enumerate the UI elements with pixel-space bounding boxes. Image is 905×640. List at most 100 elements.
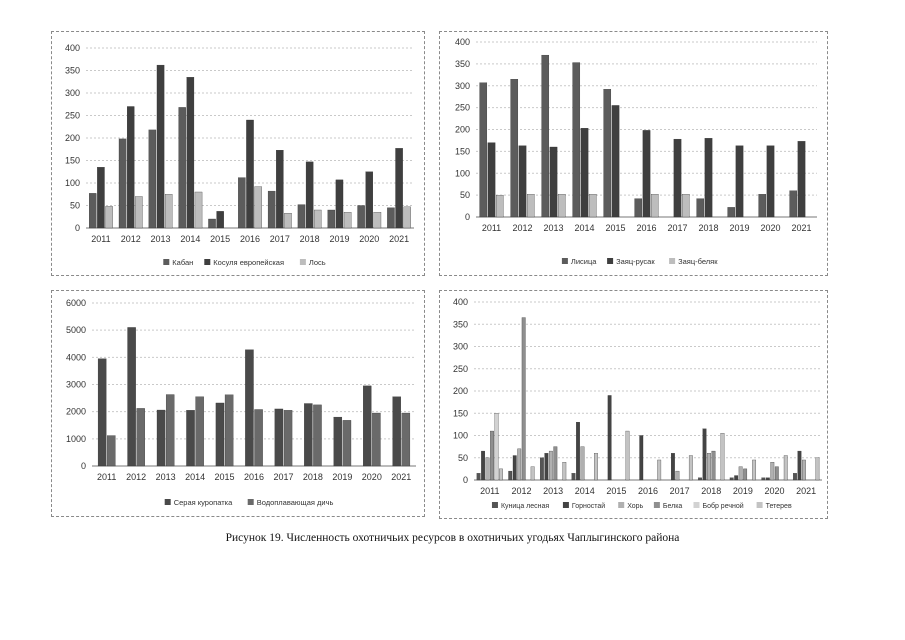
y-tick-label: 0 [75, 223, 80, 233]
legend: Кабан Косуля европейская Лось [163, 258, 326, 267]
legend-label: Кабан [172, 258, 193, 267]
y-tick-label: 50 [70, 201, 80, 211]
bar [735, 145, 744, 218]
bar [711, 450, 716, 481]
bar [246, 119, 254, 229]
x-tick-label: 2012 [511, 486, 531, 496]
x-tick-label: 2021 [796, 486, 816, 496]
bar [327, 209, 336, 229]
legend-label: Водоплавающая дичь [257, 498, 334, 507]
bar [634, 198, 643, 218]
bar [127, 106, 135, 229]
x-tick-label: 2012 [512, 223, 532, 233]
bar [245, 349, 254, 467]
x-tick-label: 2013 [156, 472, 176, 482]
y-tick-label: 400 [453, 297, 468, 307]
bar [797, 450, 802, 481]
chart-birds: 0 1000 2000 3000 4000 5000 6000 2011 2012 2013 201… [66, 298, 416, 507]
bar [512, 455, 517, 481]
x-tick-label: 2015 [605, 223, 625, 233]
x-tick-label: 2019 [733, 486, 753, 496]
bar [224, 394, 234, 467]
bar [186, 77, 195, 229]
x-tick-label: 2011 [91, 234, 110, 244]
legend-label: Бобр речной [702, 502, 743, 510]
bar [118, 138, 127, 229]
y-tick-label: 100 [65, 178, 80, 188]
bar [688, 455, 693, 481]
bar [607, 395, 612, 481]
legend-swatch [562, 502, 569, 508]
y-tick-label: 0 [465, 212, 470, 222]
chart-panel-small-mammals: 0 50 100 150 200 250 300 350 400 2011 2012 2013 2014… [439, 290, 828, 519]
x-tick-label: 2018 [303, 472, 323, 482]
bar [720, 433, 725, 481]
x-tick-label: 2020 [760, 223, 780, 233]
x-tick-label: 2017 [270, 234, 290, 244]
bar [216, 211, 224, 229]
x-tick-label: 2019 [332, 472, 352, 482]
bar [518, 145, 527, 218]
x-tick-label: 2016 [244, 472, 264, 482]
bar [673, 138, 682, 218]
legend: Серая куропатка Водоплавающая дичь [164, 498, 334, 507]
y-tick-label: 250 [65, 111, 80, 121]
bar [802, 459, 806, 481]
legend: Куница лесная Горностай Хорь Белка Бобр речн… [491, 502, 792, 510]
bar [774, 466, 779, 481]
x-tick-label: 2020 [765, 486, 785, 496]
y-tick-label: 300 [65, 88, 80, 98]
bar [650, 194, 659, 218]
bar [594, 453, 598, 481]
bar [485, 457, 490, 481]
bar [481, 450, 485, 481]
y-tick-label: 3000 [66, 380, 86, 390]
y-tick-label: 400 [65, 43, 80, 53]
chart-ungulates: 0 50 100 150 200 250 300 350 400 2011 2012 2013 2014… [65, 43, 414, 267]
x-tick-label: 2013 [543, 223, 563, 233]
bar [479, 82, 488, 218]
y-tick-label: 350 [453, 319, 468, 329]
bar [254, 409, 263, 467]
bar [495, 194, 504, 218]
y-tick-label: 250 [455, 103, 470, 113]
bar [284, 212, 292, 229]
y-tick-label: 0 [463, 475, 468, 485]
bar [702, 428, 707, 481]
y-tick-label: 100 [455, 168, 470, 178]
legend-swatch [163, 259, 170, 265]
bar [343, 212, 352, 229]
bar [793, 473, 797, 481]
x-tick-label: 2014 [180, 234, 200, 244]
bar [156, 409, 166, 467]
bar [553, 446, 558, 481]
bar [797, 141, 806, 218]
bar [476, 473, 481, 481]
bar [401, 412, 411, 467]
bar [89, 193, 97, 229]
x-tick-label: 2014 [575, 486, 595, 496]
legend-label: Хорь [627, 503, 643, 510]
legend-label: Лось [309, 258, 326, 267]
bar [625, 430, 630, 481]
bar [136, 408, 145, 467]
chart-panel-fox-hare: 0 50 100 150 200 250 300 350 400 2011 2012 2013 2014… [439, 31, 828, 276]
bar [373, 212, 382, 229]
bar [208, 218, 216, 229]
bar [283, 410, 293, 467]
bar [105, 206, 113, 229]
bar [530, 466, 535, 481]
chart-panel-birds: 0 1000 2000 3000 4000 5000 6000 2011 2012 2013 201… [51, 290, 425, 517]
bar [148, 129, 157, 229]
y-tick-label: 200 [455, 125, 470, 135]
y-tick-label: 200 [453, 386, 468, 396]
bar [254, 186, 262, 229]
bar [363, 385, 372, 467]
x-tick-label: 2015 [210, 234, 230, 244]
legend-swatch [653, 502, 660, 508]
x-tick-label: 2011 [97, 472, 116, 482]
x-tick-label: 2016 [638, 486, 658, 496]
x-tick-label: 2018 [300, 234, 320, 244]
legend-label: Серая куропатка [174, 498, 233, 507]
bar [195, 396, 204, 467]
